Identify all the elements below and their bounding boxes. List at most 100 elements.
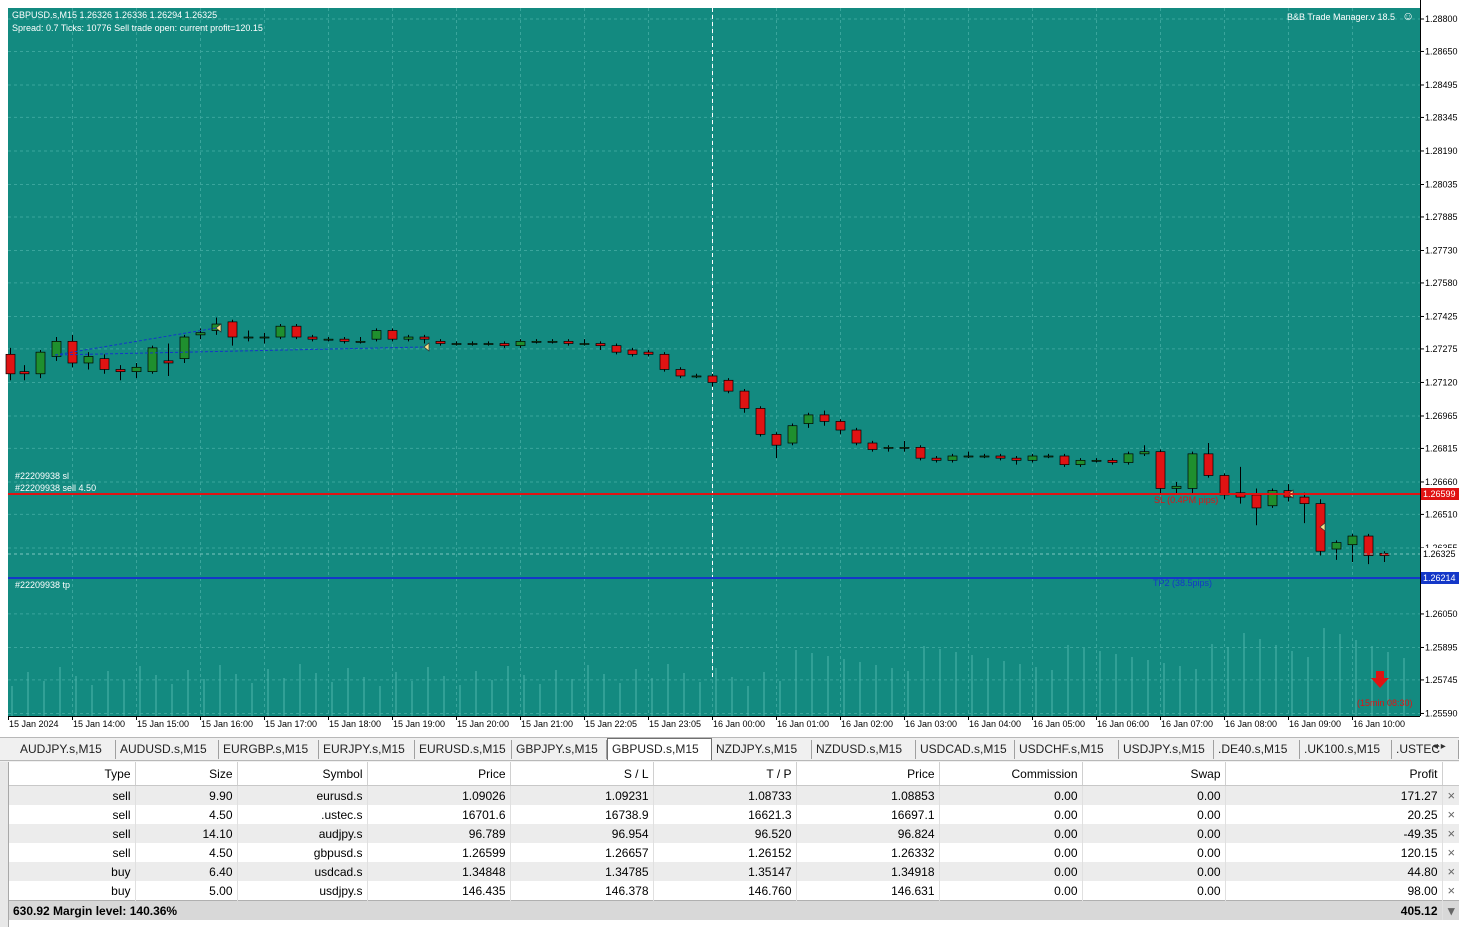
margin-level-text: 630.92 Margin level: 140.36% — [9, 900, 1225, 920]
column-header[interactable]: T / P — [653, 762, 797, 786]
sl-line-text: SL (0.4PM pips) — [1154, 495, 1219, 505]
column-header[interactable]: Type — [9, 762, 136, 786]
time-axis-label: 16 Jan 02:00 — [841, 719, 893, 729]
chart-tab[interactable]: EURJPY.s,M15 — [319, 740, 415, 759]
table-row[interactable]: buy 6.40 usdcad.s 1.34848 1.34785 1.35147 1.34… — [9, 862, 1459, 881]
candle-body — [515, 340, 526, 347]
table-cell: 146.435 — [367, 881, 511, 901]
time-axis-label: 16 Jan 00:00 — [713, 719, 765, 729]
chart-tab[interactable]: USDJPY.s,M15 — [1119, 740, 1214, 759]
chart-tab[interactable]: USDCAD.s,M15 — [916, 740, 1015, 759]
chart-tab[interactable]: .DE40.s,M15 — [1214, 740, 1300, 759]
price-chart[interactable]: 1.28800 1.28650 1.28495 1.28345 1.28190 1.280… — [0, 0, 1459, 737]
column-header[interactable]: Price — [796, 762, 940, 786]
candle-body — [227, 321, 238, 338]
table-cell: 0.00 — [1082, 862, 1226, 881]
price-axis-label: 1.27425 — [1425, 311, 1458, 321]
chart-tab[interactable]: .UK100.s,M15 — [1300, 740, 1392, 759]
table-cell: 44.80 — [1225, 862, 1443, 881]
chart-tab[interactable]: EURUSD.s,M15 — [415, 740, 512, 759]
close-trade-icon[interactable]: × — [1442, 805, 1459, 824]
price-axis-label: 1.28035 — [1425, 180, 1458, 190]
column-header[interactable]: Profit — [1225, 762, 1443, 786]
table-row[interactable]: sell 14.10 audjpy.s 96.789 96.954 96.520 96.82… — [9, 824, 1459, 843]
time-axis-label: 16 Jan 04:00 — [969, 719, 1021, 729]
price-axis-label: 1.28495 — [1425, 80, 1458, 90]
chart-tab[interactable]: EURGBP.s,M15 — [219, 740, 319, 759]
scroll-down-icon[interactable]: ▾ — [1442, 900, 1459, 920]
price-axis-label: 1.25745 — [1425, 675, 1458, 685]
price-axis-label: 1.28650 — [1425, 46, 1458, 56]
chart-tab[interactable]: NZDJPY.s,M15 — [712, 740, 812, 759]
table-cell: 1.34785 — [510, 862, 654, 881]
candle-body — [163, 360, 174, 364]
candle-body — [1011, 457, 1022, 461]
table-cell: 146.631 — [796, 881, 940, 901]
table-row[interactable]: sell 4.50 gbpusd.s 1.26599 1.26657 1.26152 1.2… — [9, 843, 1459, 862]
close-trade-icon[interactable]: × — [1442, 862, 1459, 881]
chart-window[interactable]: 1.28800 1.28650 1.28495 1.28345 1.28190 1.280… — [0, 0, 1459, 737]
bid-price-tag: 1.26325 — [1423, 549, 1456, 559]
candle-body — [1171, 485, 1182, 489]
close-trade-icon[interactable]: × — [1442, 881, 1459, 901]
table-cell: sell — [9, 785, 136, 805]
candle-body — [1347, 535, 1358, 546]
table-cell: 171.27 — [1225, 785, 1443, 805]
sell-order-label: #22209938 sell 4.50 — [15, 483, 97, 493]
table-cell: 146.378 — [510, 881, 654, 901]
price-axis-label: 1.26965 — [1425, 411, 1458, 421]
table-cell: buy — [9, 862, 136, 881]
candle-body — [1267, 490, 1278, 507]
table-cell: 14.10 — [135, 824, 238, 843]
chart-tab[interactable]: AUDUSD.s,M15 — [116, 740, 219, 759]
price-axis-label: 1.26510 — [1425, 509, 1458, 519]
table-row[interactable]: sell 9.90 eurusd.s 1.09026 1.09231 1.08733 1.0… — [9, 785, 1459, 805]
chart-area[interactable] — [8, 8, 1420, 716]
candle-body — [739, 390, 750, 409]
table-cell: 16697.1 — [796, 805, 940, 824]
column-header[interactable]: Commission — [939, 762, 1083, 786]
column-header[interactable]: Price — [367, 762, 511, 786]
column-header[interactable]: Size — [135, 762, 238, 786]
price-axis-label: 1.25590 — [1425, 708, 1458, 718]
price-axis-label: 1.28345 — [1425, 112, 1458, 122]
column-header[interactable]: Symbol — [237, 762, 368, 786]
column-header[interactable]: S / L — [510, 762, 654, 786]
sell-arrow-icon — [1371, 671, 1389, 688]
bid-price-tag-bg — [1421, 548, 1459, 560]
bar-timer-text: (15min 08:30) — [1357, 698, 1413, 708]
tp-order-label: #22209938 tp — [15, 580, 71, 590]
candle-body — [275, 325, 286, 338]
candle-body — [1219, 475, 1230, 496]
chart-tab[interactable]: NZDUSD.s,M15 — [812, 740, 916, 759]
close-trade-icon[interactable]: × — [1442, 824, 1459, 843]
close-trade-icon[interactable]: × — [1442, 843, 1459, 862]
trade-marker-icon — [215, 323, 222, 333]
table-cell: 0.00 — [939, 881, 1083, 901]
column-header[interactable]: Swap — [1082, 762, 1226, 786]
chart-tab[interactable]: AUDJPY.s,M15 — [16, 740, 116, 759]
price-axis-label: 1.27885 — [1425, 212, 1458, 222]
chart-tab[interactable]: GBPJPY.s,M15 — [512, 740, 607, 759]
time-axis-label: 16 Jan 09:00 — [1289, 719, 1341, 729]
sl-price-tag-bg — [1421, 488, 1459, 500]
table-row[interactable]: sell 4.50 .ustec.s 16701.6 16738.9 16621.3 166… — [9, 805, 1459, 824]
price-axis-label: 1.25895 — [1425, 642, 1458, 652]
candle-body — [195, 332, 206, 336]
time-axis-label: 15 Jan 20:00 — [457, 719, 509, 729]
candle-body — [1091, 459, 1102, 462]
tabs-scroll-arrows-icon[interactable]: ◂ ▸ — [1433, 741, 1446, 752]
table-cell: 1.35147 — [653, 862, 797, 881]
candle-body — [867, 442, 878, 450]
chart-tab[interactable]: USDCHF.s,M15 — [1015, 740, 1119, 759]
candle-body — [771, 434, 782, 446]
candle-body — [531, 340, 542, 343]
candle-body — [467, 343, 478, 345]
table-cell: 0.00 — [1082, 881, 1226, 901]
chart-tabs-bar: AUDJPY.s,M15 AUDUSD.s,M15 EURGBP.s,M15 EURJ… — [0, 737, 1459, 761]
chart-tab[interactable]: .USTEC — [1392, 740, 1459, 759]
chart-tab[interactable]: GBPUSD.s,M15 — [607, 738, 712, 760]
table-row[interactable]: buy 5.00 usdjpy.s 146.435 146.378 146.760 146.… — [9, 881, 1459, 901]
close-trade-icon[interactable]: × — [1442, 785, 1459, 805]
